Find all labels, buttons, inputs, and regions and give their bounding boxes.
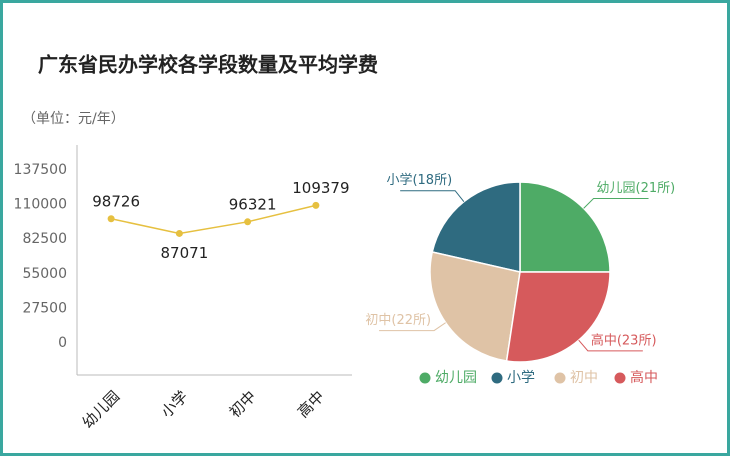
y-tick-label: 55000 xyxy=(22,266,67,282)
leader-line xyxy=(379,322,446,332)
y-axis-label: （单位：元/年） xyxy=(22,111,125,127)
legend-swatch xyxy=(419,372,431,384)
y-tick-label: 0 xyxy=(58,335,67,351)
slice-label: 初中(22所) xyxy=(365,313,431,328)
point xyxy=(312,201,320,209)
data-label: 109379 xyxy=(292,179,349,197)
leader-line xyxy=(578,339,643,352)
pie-slice xyxy=(431,181,521,273)
line xyxy=(110,204,317,235)
leader-line xyxy=(583,197,649,209)
slice-label: 幼儿园(21所) xyxy=(597,181,676,196)
data-label: 96321 xyxy=(229,195,277,213)
legend-label: 初中 xyxy=(570,369,598,386)
data-label: 87071 xyxy=(161,244,209,262)
y-tick-label: 110000 xyxy=(14,197,67,213)
slice-label: 小学(18所) xyxy=(386,172,452,188)
y-tick-label: 82500 xyxy=(22,231,67,247)
legend-swatch xyxy=(614,372,626,384)
leader-line xyxy=(400,190,465,202)
legend-swatch xyxy=(491,372,503,384)
pie-slice xyxy=(429,251,521,362)
legend-label: 小学 xyxy=(507,370,535,386)
point xyxy=(244,218,252,226)
y-tick-label: 27500 xyxy=(22,300,67,316)
data-label: 98726 xyxy=(92,192,140,210)
point xyxy=(107,215,115,223)
title: 广东省民办学校各学段数量及平均学费 xyxy=(38,53,378,77)
legend-label: 幼儿园 xyxy=(435,370,477,386)
point xyxy=(175,229,183,237)
legend-label: 高中 xyxy=(630,369,658,386)
legend-swatch xyxy=(554,372,566,384)
slice-label: 高中(23所) xyxy=(591,332,657,348)
y-tick-label: 137500 xyxy=(14,162,67,178)
